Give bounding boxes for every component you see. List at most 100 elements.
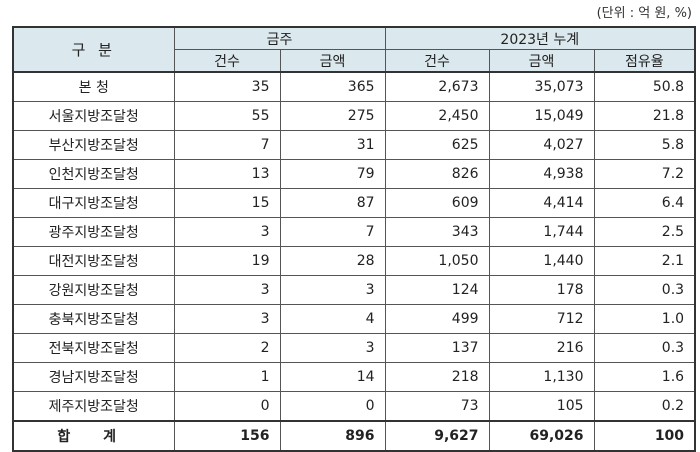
cumulative-amount-cell: 1,130 <box>488 362 595 392</box>
table-row: 대전지방조달청 19 28 1,050 1,440 2.1 <box>12 246 696 276</box>
cumulative-count-cell: 609 <box>384 188 490 218</box>
table-header: 구 분 금주 2023년 누계 건수 금액 건수 금액 점유율 <box>12 26 696 73</box>
week-count-cell: 15 <box>173 188 281 218</box>
table-row: 경남지방조달청 1 14 218 1,130 1.6 <box>12 362 696 392</box>
cumulative-amount-cell: 35,073 <box>488 71 595 102</box>
week-amount-cell: 896 <box>279 420 386 452</box>
cumulative-count-cell: 499 <box>384 304 490 334</box>
office-name-cell: 인천지방조달청 <box>12 159 175 189</box>
share-cell: 0.2 <box>593 391 696 422</box>
cumulative-amount-cell: 1,440 <box>488 246 595 276</box>
office-name-cell: 전북지방조달청 <box>12 333 175 363</box>
table-row: 서울지방조달청 55 275 2,450 15,049 21.8 <box>12 101 696 131</box>
share-cell: 0.3 <box>593 333 696 363</box>
week-count-cell: 13 <box>173 159 281 189</box>
week-count-cell: 7 <box>173 130 281 160</box>
cumulative-amount-header: 금액 <box>488 49 595 73</box>
cumulative-amount-cell: 4,027 <box>488 130 595 160</box>
cumulative-count-cell: 218 <box>384 362 490 392</box>
share-cell: 5.8 <box>593 130 696 160</box>
week-amount-cell: 87 <box>279 188 386 218</box>
week-count-cell: 3 <box>173 217 281 247</box>
procurement-stats-table: 구 분 금주 2023년 누계 건수 금액 건수 금액 점유율 본 청 35 365… <box>12 26 697 452</box>
cumulative-amount-cell: 15,049 <box>488 101 595 131</box>
share-cell: 50.8 <box>593 71 696 102</box>
table-row: 대구지방조달청 15 87 609 4,414 6.4 <box>12 188 696 218</box>
unit-note: (단위 : 억 원, %) <box>596 6 692 21</box>
office-name-cell: 대전지방조달청 <box>12 246 175 276</box>
office-name-cell: 강원지방조달청 <box>12 275 175 305</box>
total-row: 합 계 156 896 9,627 69,026 100 <box>12 420 696 452</box>
share-cell: 0.3 <box>593 275 696 305</box>
cumulative-amount-cell: 178 <box>488 275 595 305</box>
cumulative-count-header: 건수 <box>384 49 490 73</box>
share-cell: 21.8 <box>593 101 696 131</box>
cumulative-amount-cell: 712 <box>488 304 595 334</box>
cumulative-count-cell: 137 <box>384 333 490 363</box>
cumulative-count-cell: 343 <box>384 217 490 247</box>
week-count-cell: 3 <box>173 304 281 334</box>
share-cell: 1.6 <box>593 362 696 392</box>
week-amount-cell: 275 <box>279 101 386 131</box>
week-amount-header: 금액 <box>279 49 386 73</box>
week-group-header: 금주 <box>173 26 386 50</box>
cumulative-group-header: 2023년 누계 <box>384 26 696 50</box>
share-cell: 1.0 <box>593 304 696 334</box>
week-count-cell: 19 <box>173 246 281 276</box>
week-amount-cell: 79 <box>279 159 386 189</box>
week-count-cell: 3 <box>173 275 281 305</box>
week-amount-cell: 3 <box>279 275 386 305</box>
week-count-cell: 0 <box>173 391 281 422</box>
office-name-cell: 제주지방조달청 <box>12 391 175 422</box>
office-name-cell: 대구지방조달청 <box>12 188 175 218</box>
week-amount-cell: 31 <box>279 130 386 160</box>
week-count-cell: 1 <box>173 362 281 392</box>
office-name-cell: 충북지방조달청 <box>12 304 175 334</box>
table-body: 본 청 35 365 2,673 35,073 50.8 서울지방조달청 55 275 2,450… <box>12 71 696 452</box>
week-amount-cell: 365 <box>279 71 386 102</box>
table-row: 부산지방조달청 7 31 625 4,027 5.8 <box>12 130 696 160</box>
cumulative-amount-cell: 4,938 <box>488 159 595 189</box>
table-row: 본 청 35 365 2,673 35,073 50.8 <box>12 71 696 102</box>
table-row: 전북지방조달청 2 3 137 216 0.3 <box>12 333 696 363</box>
cumulative-count-cell: 9,627 <box>384 420 490 452</box>
cumulative-count-cell: 826 <box>384 159 490 189</box>
office-name-cell: 본 청 <box>12 71 175 102</box>
office-name-cell: 부산지방조달청 <box>12 130 175 160</box>
office-name-cell: 서울지방조달청 <box>12 101 175 131</box>
share-cell: 7.2 <box>593 159 696 189</box>
week-amount-cell: 4 <box>279 304 386 334</box>
share-cell: 100 <box>593 420 696 452</box>
share-cell: 2.1 <box>593 246 696 276</box>
week-count-cell: 35 <box>173 71 281 102</box>
share-cell: 6.4 <box>593 188 696 218</box>
cumulative-amount-cell: 216 <box>488 333 595 363</box>
office-name-cell: 경남지방조달청 <box>12 362 175 392</box>
table-row: 인천지방조달청 13 79 826 4,938 7.2 <box>12 159 696 189</box>
office-name-cell: 광주지방조달청 <box>12 217 175 247</box>
week-amount-cell: 28 <box>279 246 386 276</box>
table-row: 충북지방조달청 3 4 499 712 1.0 <box>12 304 696 334</box>
week-count-cell: 55 <box>173 101 281 131</box>
cumulative-amount-cell: 4,414 <box>488 188 595 218</box>
division-header: 구 분 <box>12 26 175 73</box>
table-row: 제주지방조달청 0 0 73 105 0.2 <box>12 391 696 422</box>
cumulative-amount-cell: 105 <box>488 391 595 422</box>
week-amount-cell: 7 <box>279 217 386 247</box>
table-row: 광주지방조달청 3 7 343 1,744 2.5 <box>12 217 696 247</box>
cumulative-count-cell: 2,450 <box>384 101 490 131</box>
cumulative-count-cell: 625 <box>384 130 490 160</box>
cumulative-count-cell: 2,673 <box>384 71 490 102</box>
week-amount-cell: 3 <box>279 333 386 363</box>
week-amount-cell: 14 <box>279 362 386 392</box>
share-cell: 2.5 <box>593 217 696 247</box>
share-header: 점유율 <box>593 49 696 73</box>
cumulative-count-cell: 73 <box>384 391 490 422</box>
office-name-cell: 합 계 <box>12 420 175 452</box>
week-count-cell: 2 <box>173 333 281 363</box>
cumulative-count-cell: 1,050 <box>384 246 490 276</box>
week-count-cell: 156 <box>173 420 281 452</box>
week-amount-cell: 0 <box>279 391 386 422</box>
cumulative-count-cell: 124 <box>384 275 490 305</box>
table-row: 강원지방조달청 3 3 124 178 0.3 <box>12 275 696 305</box>
